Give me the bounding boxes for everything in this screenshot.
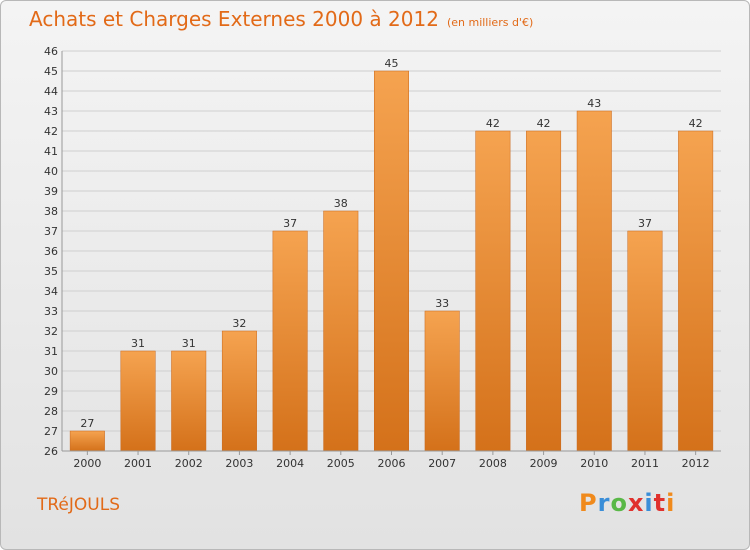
chart-title: Achats et Charges Externes 2000 à 2012 (e…: [29, 7, 533, 31]
data-label: 37: [638, 217, 652, 230]
data-label: 42: [689, 117, 703, 130]
y-tick-label: 39: [44, 185, 58, 198]
y-tick-label: 31: [44, 345, 58, 358]
chart-title-text: Achats et Charges Externes 2000 à 2012: [29, 7, 439, 31]
data-label: 33: [435, 297, 449, 310]
y-tick-label: 42: [44, 125, 58, 138]
data-label: 42: [537, 117, 551, 130]
x-tick-label: 2000: [73, 457, 101, 470]
x-tick-label: 2007: [428, 457, 456, 470]
logo-letter: P: [579, 489, 598, 517]
y-tick-label: 35: [44, 265, 58, 278]
chart-unit: (en milliers d'€): [446, 16, 534, 29]
bar: [272, 230, 308, 452]
x-tick-label: 2004: [276, 457, 304, 470]
data-label: 42: [486, 117, 500, 130]
bar: [576, 110, 612, 452]
data-label: 32: [232, 317, 246, 330]
axes: 26 27 28 29 30 31 32 33 34 35 36 37 38 39 40 41 42 43 44 45…: [44, 45, 721, 470]
bar: [526, 130, 562, 452]
bar: [627, 230, 663, 452]
data-label: 31: [131, 337, 145, 350]
data-label: 45: [385, 57, 399, 70]
bar: [221, 330, 257, 452]
logo-letter: o: [610, 489, 628, 517]
logo-letter: x: [627, 489, 645, 517]
y-tick-label: 40: [44, 165, 58, 178]
commune-name: TRéJOULS: [37, 495, 120, 515]
data-label: 31: [182, 337, 196, 350]
x-tick-label: 2001: [124, 457, 152, 470]
y-tick-label: 33: [44, 305, 58, 318]
y-tick-label: 26: [44, 445, 58, 458]
y-tick-label: 37: [44, 225, 58, 238]
y-tick-label: 28: [44, 405, 58, 418]
bar: [475, 130, 511, 452]
logo-letter: i: [644, 489, 654, 517]
y-tick-label: 43: [44, 105, 58, 118]
proxiti-logo: Proxiti: [579, 489, 675, 517]
y-tick-label: 32: [44, 325, 58, 338]
y-tick-label: 27: [44, 425, 58, 438]
x-tick-label: 2011: [631, 457, 659, 470]
x-tick-label: 2005: [327, 457, 355, 470]
x-tick-label: 2003: [225, 457, 253, 470]
x-tick-label: 2008: [479, 457, 507, 470]
bar: [374, 70, 409, 452]
y-tick-label: 45: [44, 65, 58, 78]
bar: [171, 350, 207, 452]
bars: 27 31 31 32 37 38 45 33 42 42 43 37 42: [69, 57, 714, 452]
data-label: 27: [80, 417, 94, 430]
x-tick-label: 2002: [175, 457, 203, 470]
y-tick-label: 46: [44, 45, 58, 58]
y-tick-label: 41: [44, 145, 58, 158]
x-tick-label: 2009: [530, 457, 558, 470]
x-tick-label: 2012: [682, 457, 710, 470]
data-label: 38: [334, 197, 348, 210]
y-tick-label: 36: [44, 245, 58, 258]
y-tick-label: 44: [44, 85, 58, 98]
bar: [678, 130, 714, 452]
x-tick-label: 2006: [378, 457, 406, 470]
data-label: 37: [283, 217, 297, 230]
bar: [69, 430, 105, 452]
logo-letter: i: [666, 489, 676, 517]
y-tick-label: 38: [44, 205, 58, 218]
bar: [424, 310, 460, 452]
y-tick-label: 30: [44, 365, 58, 378]
bar: [120, 350, 156, 452]
y-tick-label: 29: [44, 385, 58, 398]
logo-letter: r: [597, 489, 611, 517]
bar: [323, 210, 359, 452]
y-tick-label: 34: [44, 285, 58, 298]
data-label: 43: [587, 97, 601, 110]
x-tick-label: 2010: [580, 457, 608, 470]
logo-letter: t: [653, 489, 667, 517]
